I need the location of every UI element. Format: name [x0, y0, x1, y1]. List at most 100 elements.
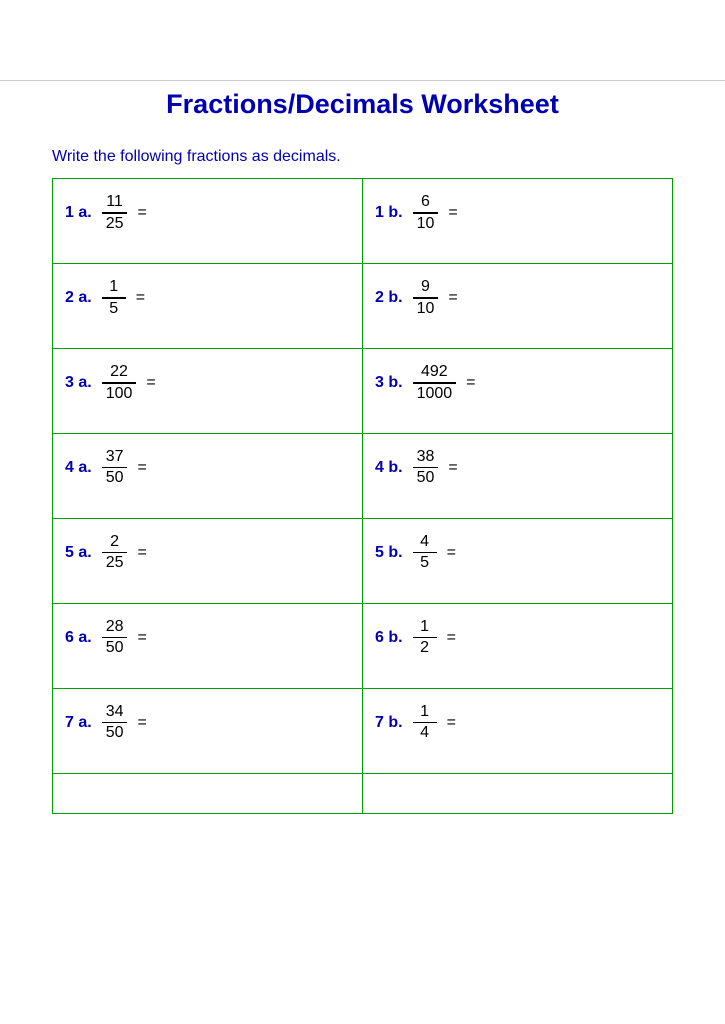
fraction: 3750: [102, 448, 128, 488]
numerator: 34: [102, 703, 128, 722]
equals-sign: =: [137, 459, 146, 477]
equals-sign: =: [448, 459, 457, 477]
problem-cell: 7 a. 3450 =: [53, 688, 363, 773]
fraction: 12: [413, 618, 437, 658]
fraction: 610: [413, 193, 439, 233]
problem: 1 a.1125=: [65, 193, 350, 233]
problem: 4 b. 3850 =: [375, 448, 660, 488]
problem-cell: [363, 773, 673, 813]
numerator: 22: [106, 363, 132, 382]
table-row: 6 a. 2850 = 6 b. 12 =: [53, 603, 673, 688]
problem: 1 b.610=: [375, 193, 660, 233]
numerator: 1: [416, 703, 433, 722]
fraction: 4921000: [413, 363, 457, 403]
problem-label: 6 a.: [65, 629, 92, 647]
problem-label: 4 b.: [375, 459, 403, 477]
problem-cell: 3 a.22100=: [53, 348, 363, 433]
fraction: 45: [413, 533, 437, 573]
equals-sign: =: [447, 629, 456, 647]
denominator: 100: [102, 384, 137, 403]
denominator: 5: [105, 299, 122, 318]
problem: 6 b. 12 =: [375, 618, 660, 658]
numerator: 1: [105, 278, 122, 297]
problem-label: 2 a.: [65, 289, 92, 307]
problem-cell: 6 b. 12 =: [363, 603, 673, 688]
numerator: 4: [416, 533, 433, 552]
problem-cell: 7 b. 14 =: [363, 688, 673, 773]
problem-cell: 5 a.225=: [53, 518, 363, 603]
problem-label: 3 a.: [65, 374, 92, 392]
denominator: 50: [102, 723, 128, 742]
problem-cell: 5 b. 45 =: [363, 518, 673, 603]
denominator: 50: [102, 468, 128, 487]
denominator: 10: [413, 299, 439, 318]
problem: 7 b. 14 =: [375, 703, 660, 743]
worksheet-container: Fractions/Decimals Worksheet Write the f…: [0, 89, 725, 814]
problem-cell: 1 b.610=: [363, 179, 673, 264]
numerator: 6: [417, 193, 434, 212]
fraction: 3450: [102, 703, 128, 743]
denominator: 1000: [413, 384, 457, 403]
problem-label: 5 b.: [375, 544, 403, 562]
problem-label: 1 b.: [375, 204, 403, 222]
table-row: 7 a. 3450 = 7 b. 14 =: [53, 688, 673, 773]
numerator: 1: [416, 618, 433, 637]
equals-sign: =: [447, 714, 456, 732]
fraction: 22100: [102, 363, 137, 403]
problems-table: 1 a.1125=1 b.610=2 a.15=2 b.910=3 a.2210…: [52, 178, 673, 814]
fraction: 3850: [413, 448, 439, 488]
numerator: 28: [102, 618, 128, 637]
fraction: 1125: [102, 193, 128, 233]
problem-label: 7 b.: [375, 714, 403, 732]
problem-label: 2 b.: [375, 289, 403, 307]
denominator: 5: [416, 553, 433, 572]
problem: 7 a. 3450 =: [65, 703, 350, 743]
equals-sign: =: [136, 289, 145, 307]
problem-cell: 1 a.1125=: [53, 179, 363, 264]
denominator: 2: [416, 638, 433, 657]
problem: 2 b. 9 10 =: [375, 278, 660, 318]
problem-cell: 2 b. 9 10 =: [363, 263, 673, 348]
numerator: 9: [417, 278, 434, 297]
fraction: 2850: [102, 618, 128, 658]
denominator: 50: [102, 638, 128, 657]
denominator: 25: [102, 553, 128, 572]
equals-sign: =: [137, 629, 146, 647]
problem: 2 a. 1 5 =: [65, 278, 350, 318]
denominator: 10: [413, 214, 439, 233]
equals-sign: =: [447, 544, 456, 562]
problem-cell: 4 a. 3750 =: [53, 433, 363, 518]
problem-label: 4 a.: [65, 459, 92, 477]
numerator: 11: [102, 193, 127, 212]
denominator: 50: [413, 468, 439, 487]
problem-cell: 3 b. 4921000 =: [363, 348, 673, 433]
denominator: 25: [102, 214, 128, 233]
problem: 5 b. 45 =: [375, 533, 660, 573]
table-row: 3 a.22100=3 b.4921000=: [53, 348, 673, 433]
equals-sign: =: [137, 714, 146, 732]
fraction: 14: [413, 703, 437, 743]
denominator: 4: [416, 723, 433, 742]
instruction-text: Write the following fractions as decimal…: [52, 148, 673, 166]
equals-sign: =: [466, 374, 475, 392]
problem-cell: 4 b. 3850 =: [363, 433, 673, 518]
equals-sign: =: [448, 289, 457, 307]
numerator: 38: [413, 448, 439, 467]
problem: 5 a.225=: [65, 533, 350, 573]
problem-cell: 2 a. 1 5 =: [53, 263, 363, 348]
problem: 3 b. 4921000 =: [375, 363, 660, 403]
divider: [0, 80, 725, 81]
table-row: 1 a.1125=1 b.610=: [53, 179, 673, 264]
numerator: 37: [102, 448, 128, 467]
equals-sign: =: [137, 204, 146, 222]
problem: 3 a.22100=: [65, 363, 350, 403]
fraction: 225: [102, 533, 128, 573]
problem-label: 3 b.: [375, 374, 403, 392]
problem: 4 a. 3750 =: [65, 448, 350, 488]
table-row: 5 a.225= 5 b. 45 =: [53, 518, 673, 603]
problem-label: 7 a.: [65, 714, 92, 732]
problem-label: 6 b.: [375, 629, 403, 647]
problem: 6 a. 2850 =: [65, 618, 350, 658]
numerator: 2: [106, 533, 123, 552]
table-row: 2 a. 1 5 = 2 b. 9 10 =: [53, 263, 673, 348]
